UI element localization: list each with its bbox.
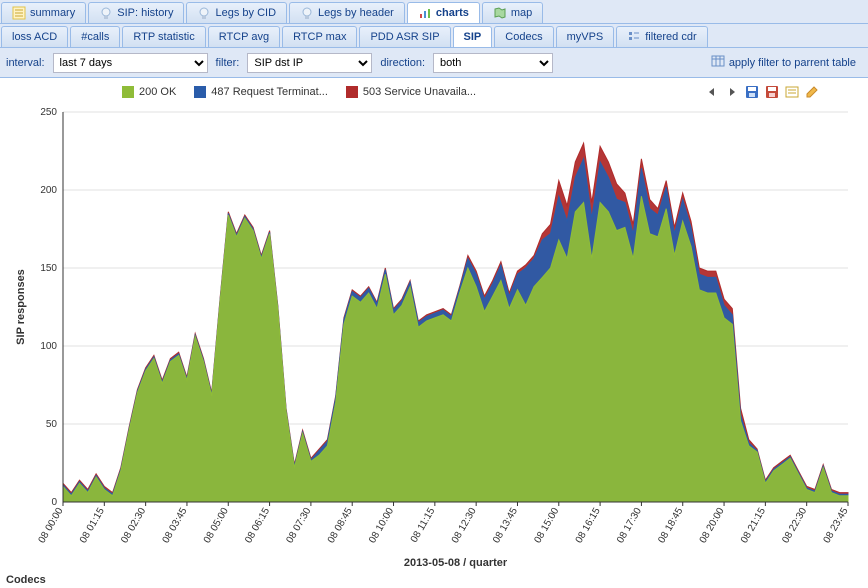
tab-label: charts [436, 7, 469, 19]
filter-icon [627, 30, 641, 44]
legend-item[interactable]: 503 Service Unavaila... [346, 86, 476, 98]
svg-text:100: 100 [40, 341, 57, 352]
top-tab-sip-history[interactable]: SIP: history [88, 2, 184, 23]
tab-label: Legs by header [318, 7, 394, 19]
sub-tab-rtcp-max[interactable]: RTCP max [282, 26, 357, 47]
filter-bar: interval: last 7 days filter: SIP dst IP… [0, 48, 868, 78]
legend-label: 487 Request Terminat... [211, 86, 328, 98]
filter-label: filter: [216, 57, 240, 69]
interval-select[interactable]: last 7 days [53, 53, 208, 73]
chart-legend: 200 OK 487 Request Terminat... 503 Service… [122, 86, 476, 98]
sub-tab-loss-acd[interactable]: loss ACD [1, 26, 68, 47]
sub-tab-sip[interactable]: SIP [453, 26, 493, 47]
svg-text:250: 250 [40, 107, 57, 118]
tab-label: SIP: history [117, 7, 173, 19]
tab-label: RTCP avg [219, 31, 269, 43]
pencil-icon[interactable] [804, 84, 820, 100]
apply-filter-button[interactable]: apply filter to parrent table [705, 52, 862, 73]
svg-text:SIP responses: SIP responses [15, 269, 27, 345]
sub-tab-codecs[interactable]: Codecs [494, 26, 553, 47]
tab-label: PDD ASR SIP [370, 31, 439, 43]
legend-swatch [346, 86, 358, 98]
sub-tab-filtered-cdr[interactable]: filtered cdr [616, 26, 707, 47]
chart-toolbar [704, 84, 820, 100]
tab-label: RTP statistic [133, 31, 194, 43]
top-tab-summary[interactable]: summary [1, 2, 86, 23]
sub-tab-rtp-statistic[interactable]: RTP statistic [122, 26, 205, 47]
sub-tab-rtcp-avg[interactable]: RTCP avg [208, 26, 280, 47]
interval-label: interval: [6, 57, 45, 69]
direction-label: direction: [380, 57, 425, 69]
top-tab-map[interactable]: map [482, 2, 543, 23]
tab-label: myVPS [567, 31, 604, 43]
bulb-icon [300, 6, 314, 20]
legend-label: 200 OK [139, 86, 176, 98]
tab-label: Codecs [505, 31, 542, 43]
legend-swatch [194, 86, 206, 98]
summary-icon [12, 6, 26, 20]
filter-select[interactable]: SIP dst IP [247, 53, 372, 73]
edit-icon[interactable] [784, 84, 800, 100]
tab-label: loss ACD [12, 31, 57, 43]
nav-right-icon[interactable] [724, 84, 740, 100]
chart-icon [418, 6, 432, 20]
next-section-label: Codecs [0, 572, 868, 588]
top-tab-charts[interactable]: charts [407, 2, 480, 23]
disk-icon[interactable] [764, 84, 780, 100]
nav-left-icon[interactable] [704, 84, 720, 100]
tab-label: #calls [81, 31, 109, 43]
tab-label: map [511, 7, 532, 19]
tab-label: summary [30, 7, 75, 19]
tab-label: filtered cdr [645, 31, 696, 43]
top-tab-bar: summary SIP: history Legs by CID Legs by he… [0, 0, 868, 24]
svg-text:150: 150 [40, 263, 57, 274]
sip-responses-chart: 05010015020025008 00:0008 01:1508 02:300… [8, 102, 858, 572]
tab-label: Legs by CID [215, 7, 276, 19]
save-icon[interactable] [744, 84, 760, 100]
table-icon [711, 54, 725, 71]
chart-panel: 200 OK 487 Request Terminat... 503 Service… [0, 78, 868, 572]
bulb-icon [197, 6, 211, 20]
sub-tab-bar: loss ACD #calls RTP statistic RTCP avg RTCP … [0, 24, 868, 48]
svg-text:2013-05-08 / quarter: 2013-05-08 / quarter [404, 557, 508, 569]
top-tab-legs-by-cid[interactable]: Legs by CID [186, 2, 287, 23]
top-tab-legs-by-header[interactable]: Legs by header [289, 2, 405, 23]
sub-tab-myvps[interactable]: myVPS [556, 26, 615, 47]
svg-text:200: 200 [40, 185, 57, 196]
sub-tab-pdd-asr-sip[interactable]: PDD ASR SIP [359, 26, 450, 47]
tab-label: RTCP max [293, 31, 346, 43]
map-icon [493, 6, 507, 20]
legend-label: 503 Service Unavaila... [363, 86, 476, 98]
legend-item[interactable]: 200 OK [122, 86, 176, 98]
apply-filter-label: apply filter to parrent table [729, 57, 856, 69]
legend-item[interactable]: 487 Request Terminat... [194, 86, 328, 98]
sub-tab--calls[interactable]: #calls [70, 26, 120, 47]
direction-select[interactable]: both [433, 53, 553, 73]
legend-swatch [122, 86, 134, 98]
bulb-icon [99, 6, 113, 20]
svg-text:50: 50 [46, 419, 58, 430]
tab-label: SIP [464, 31, 482, 43]
